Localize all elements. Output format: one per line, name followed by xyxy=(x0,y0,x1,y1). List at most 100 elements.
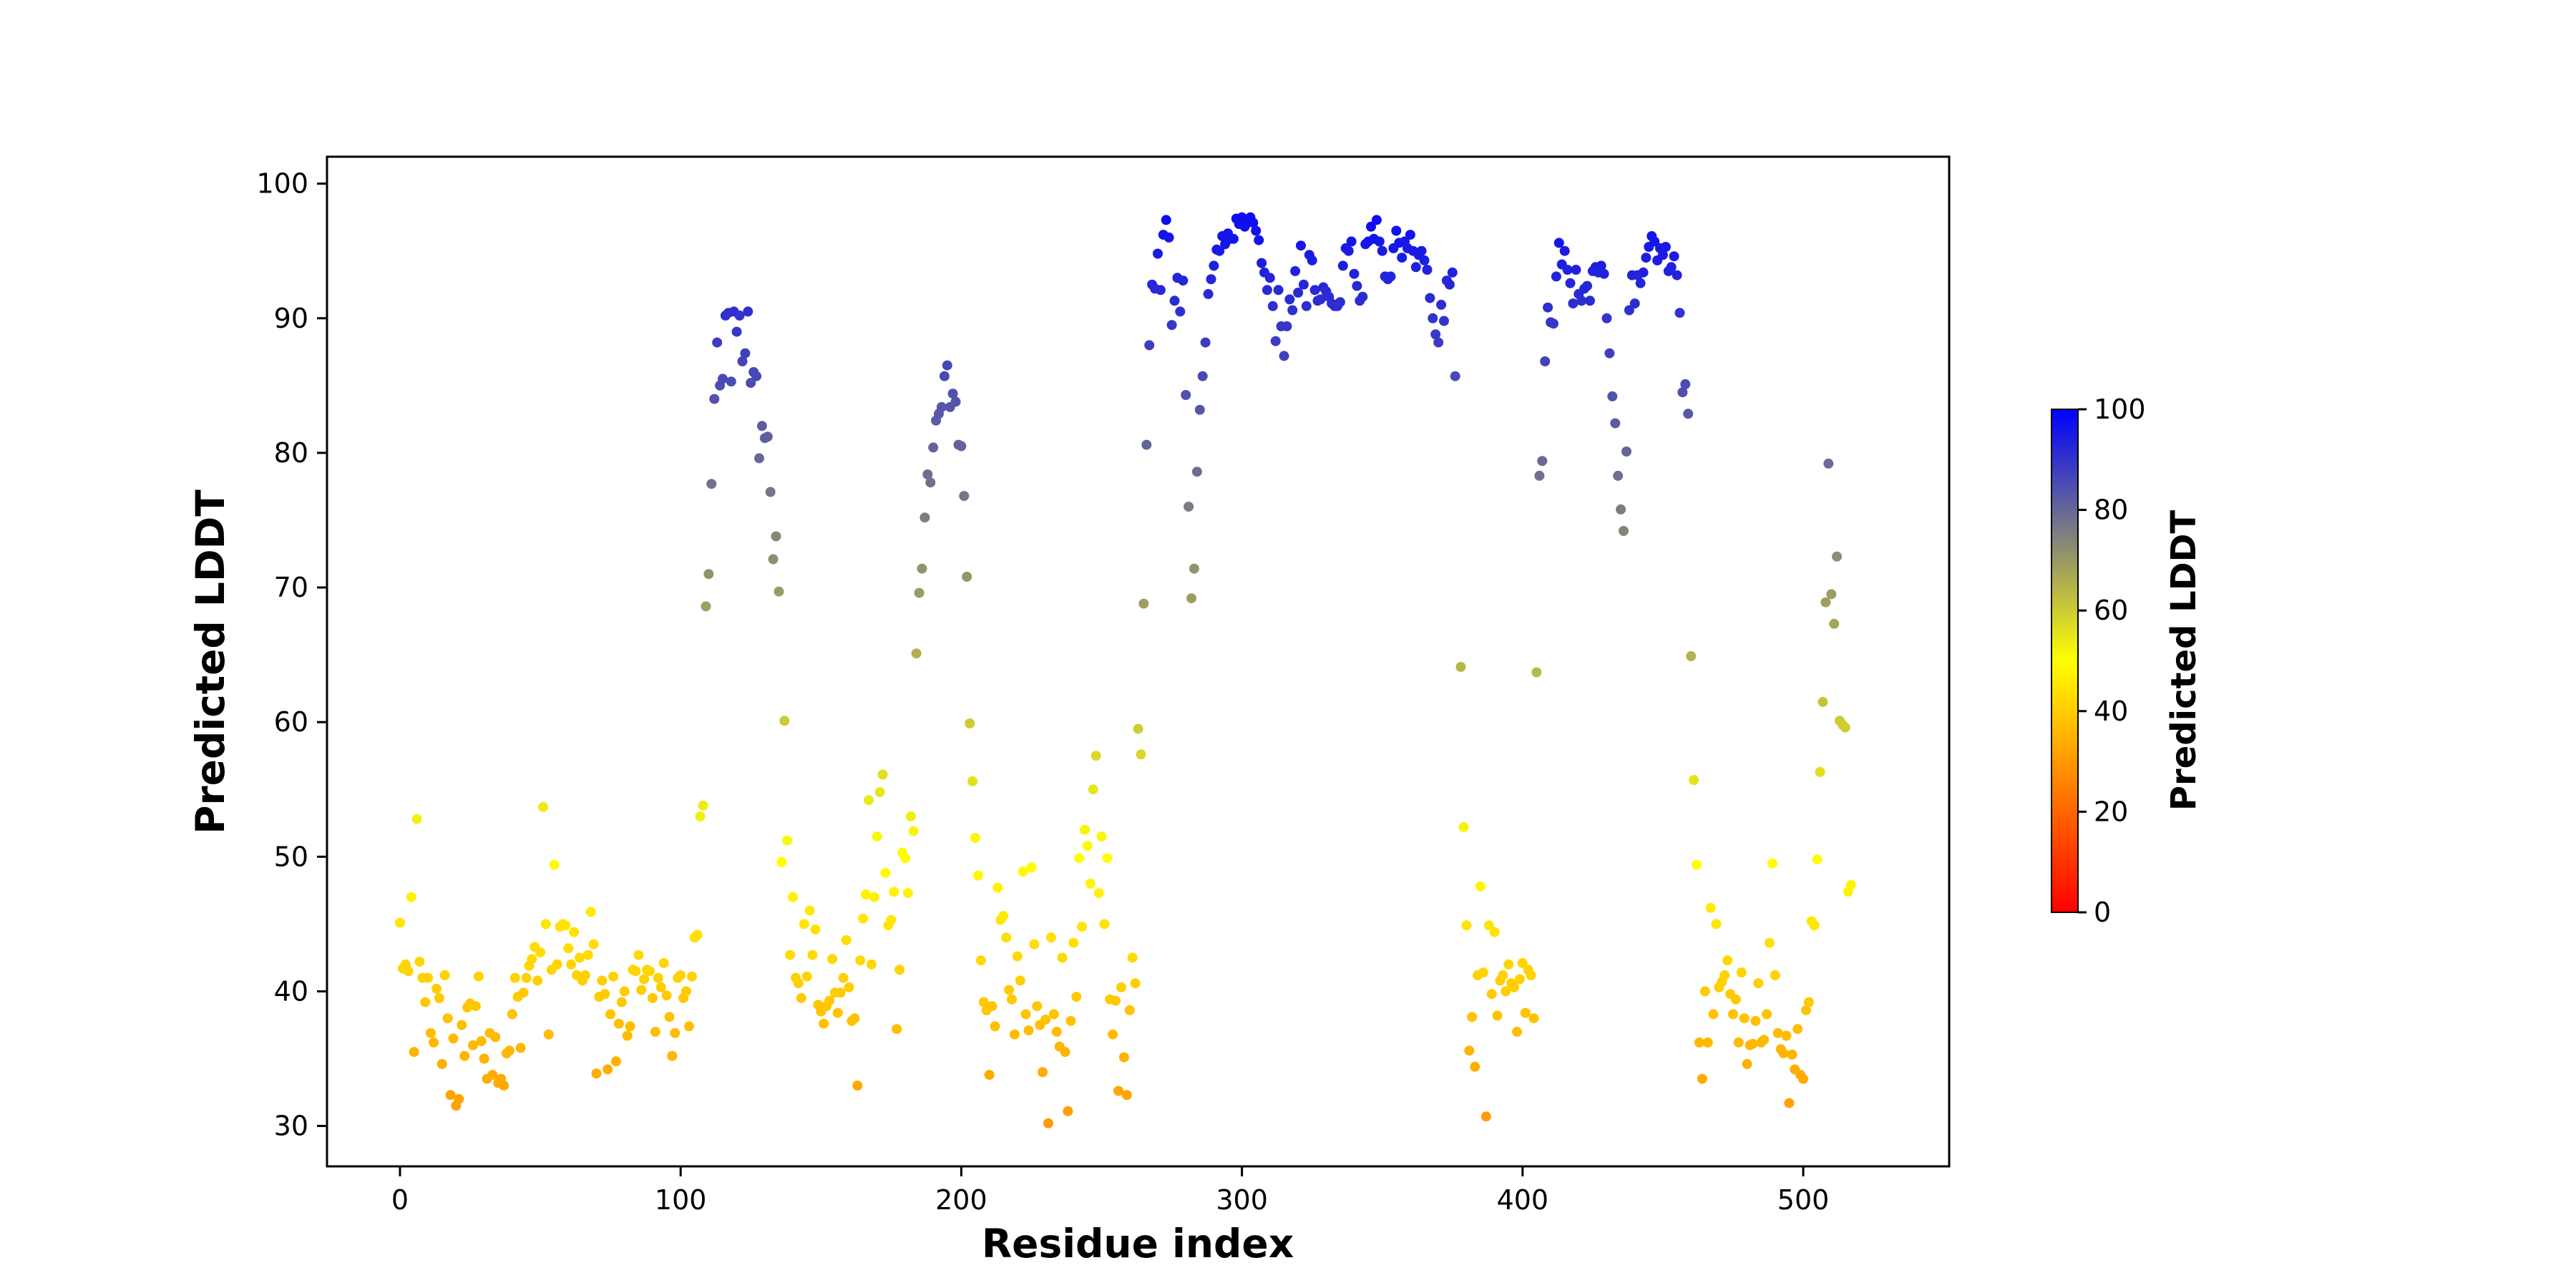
data-point xyxy=(602,1064,613,1075)
data-point xyxy=(1621,447,1631,457)
data-point xyxy=(774,586,784,597)
data-point xyxy=(1686,651,1697,661)
data-point xyxy=(429,1037,439,1048)
data-point xyxy=(1102,853,1113,864)
data-point xyxy=(1674,308,1685,318)
data-point xyxy=(1604,348,1615,358)
data-point xyxy=(1181,390,1191,400)
data-point xyxy=(1009,1029,1020,1040)
data-point xyxy=(1127,952,1138,963)
data-point xyxy=(919,512,930,523)
data-point xyxy=(1405,230,1415,240)
data-point xyxy=(841,935,852,945)
data-point xyxy=(712,337,723,348)
data-point xyxy=(454,1093,464,1104)
data-point xyxy=(1736,967,1747,978)
data-point xyxy=(869,892,879,902)
data-point xyxy=(1410,262,1421,273)
data-point xyxy=(1178,275,1189,286)
data-point xyxy=(692,930,703,940)
data-point xyxy=(1118,1052,1129,1063)
data-point xyxy=(426,1028,436,1038)
data-point xyxy=(552,959,562,970)
data-point xyxy=(1809,920,1820,931)
data-point xyxy=(625,1021,635,1032)
data-point xyxy=(1478,967,1488,978)
data-point xyxy=(1553,238,1564,248)
data-point xyxy=(1184,502,1194,512)
data-point xyxy=(872,831,882,842)
data-point xyxy=(1144,340,1155,351)
data-point xyxy=(1197,371,1208,381)
x-tick-label: 300 xyxy=(1216,1184,1268,1216)
data-point xyxy=(922,469,933,479)
data-point xyxy=(1335,297,1345,308)
data-point xyxy=(538,801,548,812)
data-point xyxy=(459,1050,470,1061)
data-point xyxy=(785,950,796,960)
data-point xyxy=(611,1056,621,1067)
data-point xyxy=(622,1030,633,1041)
data-point xyxy=(793,978,804,989)
data-point xyxy=(970,833,980,843)
data-point xyxy=(1692,859,1702,870)
y-tick-label: 40 xyxy=(274,975,308,1007)
x-axis-label: Residue index xyxy=(982,1221,1294,1267)
data-point xyxy=(636,985,647,995)
data-point xyxy=(1607,391,1618,401)
data-point xyxy=(1596,260,1606,271)
data-point xyxy=(965,718,975,728)
data-point xyxy=(1337,260,1348,271)
data-point xyxy=(661,990,672,1001)
data-point xyxy=(804,905,815,916)
data-point xyxy=(1189,563,1199,574)
data-point xyxy=(473,971,484,982)
data-point xyxy=(1820,597,1831,608)
data-point xyxy=(1739,1013,1750,1024)
y-tick-label: 60 xyxy=(274,706,308,738)
data-point xyxy=(1296,240,1306,251)
data-point xyxy=(664,1012,675,1023)
data-point xyxy=(1559,245,1570,256)
data-point xyxy=(886,914,897,925)
data-point xyxy=(1461,920,1472,931)
data-point xyxy=(1784,1098,1795,1108)
data-point xyxy=(1293,288,1304,298)
data-point xyxy=(1517,957,1528,968)
data-point xyxy=(1270,336,1281,346)
data-point xyxy=(1747,1038,1758,1049)
data-point xyxy=(515,1043,526,1053)
data-point xyxy=(776,857,787,867)
data-point xyxy=(1186,593,1196,604)
data-point xyxy=(1657,250,1668,260)
data-point xyxy=(1660,242,1671,252)
data-point xyxy=(1091,751,1101,761)
data-point xyxy=(1613,470,1624,481)
data-point xyxy=(487,1070,498,1080)
data-point xyxy=(894,965,905,975)
data-point xyxy=(1029,939,1040,950)
data-point xyxy=(1108,1029,1118,1040)
data-point xyxy=(1043,1118,1053,1128)
data-point xyxy=(1282,321,1292,331)
data-point xyxy=(403,966,414,977)
data-point xyxy=(395,917,405,928)
data-point xyxy=(1537,456,1548,467)
data-point xyxy=(566,959,577,970)
data-point xyxy=(436,1059,447,1069)
data-point xyxy=(457,1020,467,1030)
plot-frame xyxy=(326,155,1951,1168)
data-point xyxy=(1699,986,1710,997)
data-point xyxy=(1787,1049,1797,1060)
data-point xyxy=(1534,470,1545,481)
data-point xyxy=(947,389,958,399)
colorbar-gradient xyxy=(2051,409,2079,913)
data-point xyxy=(1279,351,1289,361)
data-point xyxy=(1422,265,1433,275)
data-point xyxy=(1301,301,1312,311)
data-point xyxy=(1116,982,1126,992)
data-point xyxy=(535,947,546,957)
data-point xyxy=(563,943,574,954)
data-point xyxy=(810,924,821,935)
